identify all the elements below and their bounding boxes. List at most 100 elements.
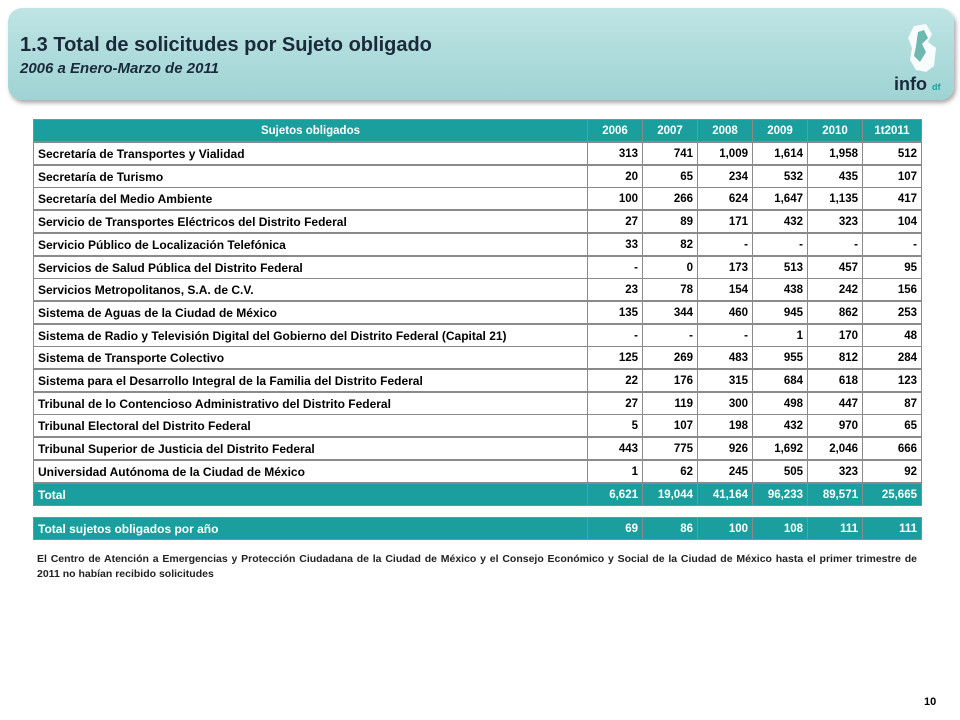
table-cell: 483 — [697, 346, 753, 370]
table-cell: 78 — [642, 278, 698, 302]
table-cell: 48 — [862, 323, 922, 347]
table-cell: 176 — [642, 369, 698, 392]
table-cell: 432 — [752, 414, 808, 438]
table-cell: 1,647 — [752, 187, 808, 211]
table-cell: 862 — [807, 300, 863, 324]
table-cell: 432 — [752, 210, 808, 234]
table-cell: Universidad Autónoma de la Ciudad de Méx… — [33, 459, 588, 483]
table-cell: 323 — [807, 459, 863, 483]
table-cell: - — [697, 232, 753, 256]
table-cell: 684 — [752, 369, 808, 392]
table-cell: 457 — [807, 255, 863, 279]
table-cell: 284 — [862, 346, 922, 370]
table-cell: 435 — [807, 164, 863, 188]
table-cell: 498 — [752, 391, 808, 415]
table-cell: 65 — [642, 164, 698, 188]
header: 1.3 Total de solicitudes por Sujeto obli… — [8, 8, 954, 100]
table-cell: 970 — [807, 414, 863, 438]
table-cell: Sistema para el Desarrollo Integral de l… — [33, 369, 588, 392]
total-cell: 25,665 — [862, 482, 922, 506]
table-cell: 23 — [587, 278, 643, 302]
table-cell: 253 — [862, 300, 922, 324]
per-year-cell: Total sujetos obligados por año — [33, 516, 588, 540]
table-cell: - — [862, 232, 922, 256]
table-cell: 82 — [642, 232, 698, 256]
table-cell: Sistema de Aguas de la Ciudad de México — [33, 300, 588, 324]
table-cell: 234 — [697, 164, 753, 188]
table-cell: 245 — [697, 459, 753, 483]
table-cell: Secretaría de Turismo — [33, 164, 588, 188]
per-year-cell: 100 — [697, 516, 753, 540]
table-cell: 1,009 — [697, 142, 753, 165]
table-cell: 513 — [752, 255, 808, 279]
table-cell: 512 — [862, 142, 922, 165]
table-cell: 438 — [752, 278, 808, 302]
table-cell: 156 — [862, 278, 922, 302]
column-header: 2007 — [642, 119, 698, 142]
table-cell: 344 — [642, 300, 698, 324]
table-cell: 447 — [807, 391, 863, 415]
table-cell: Servicios de Salud Pública del Distrito … — [33, 255, 588, 279]
table-cell: 27 — [587, 210, 643, 234]
table-cell: 315 — [697, 369, 753, 392]
total-cell: 41,164 — [697, 482, 753, 506]
table-cell: 100 — [587, 187, 643, 211]
table-cell: 926 — [697, 437, 753, 461]
table-cell: 198 — [697, 414, 753, 438]
table-cell: 170 — [807, 323, 863, 347]
table-cell: 460 — [697, 300, 753, 324]
table-cell: - — [587, 255, 643, 279]
table-cell: 313 — [587, 142, 643, 165]
table-cell: 20 — [587, 164, 643, 188]
table-cell: 33 — [587, 232, 643, 256]
table-cell: 505 — [752, 459, 808, 483]
total-cell: Total — [33, 482, 588, 506]
table-cell: 87 — [862, 391, 922, 415]
table-cell: 2,046 — [807, 437, 863, 461]
column-header: 2006 — [587, 119, 643, 142]
table-cell: 65 — [862, 414, 922, 438]
table-cell: 89 — [642, 210, 698, 234]
table-cell: 104 — [862, 210, 922, 234]
table-cell: 323 — [807, 210, 863, 234]
per-year-cell: 111 — [862, 516, 922, 540]
table-cell: 666 — [862, 437, 922, 461]
table-cell: 62 — [642, 459, 698, 483]
table-cell: 119 — [642, 391, 698, 415]
table-cell: - — [752, 232, 808, 256]
logo-suffix: df — [932, 82, 941, 92]
table-cell: 417 — [862, 187, 922, 211]
table-cell: 1,614 — [752, 142, 808, 165]
table-cell: 135 — [587, 300, 643, 324]
per-year-cell: 111 — [807, 516, 863, 540]
table-cell: 945 — [752, 300, 808, 324]
table-cell: Sistema de Transporte Colectivo — [33, 346, 588, 370]
column-header: 2009 — [752, 119, 808, 142]
table-cell: 242 — [807, 278, 863, 302]
subtitle: 2006 a Enero-Marzo de 2011 — [20, 60, 219, 77]
table-cell: 1,958 — [807, 142, 863, 165]
table-cell: Sistema de Radio y Televisión Digital de… — [33, 323, 588, 347]
table-cell: 171 — [697, 210, 753, 234]
table-cell: 955 — [752, 346, 808, 370]
title: 1.3 Total de solicitudes por Sujeto obli… — [20, 34, 432, 56]
table-cell: 266 — [642, 187, 698, 211]
table-cell: 1 — [587, 459, 643, 483]
table-cell: Tribunal Electoral del Distrito Federal — [33, 414, 588, 438]
column-header: 1t2011 — [862, 119, 922, 142]
table-cell: - — [642, 323, 698, 347]
table-cell: 0 — [642, 255, 698, 279]
column-header: 2008 — [697, 119, 753, 142]
table-cell: Servicio de Transportes Eléctricos del D… — [33, 210, 588, 234]
logo: info df — [894, 24, 941, 94]
per-year-cell: 108 — [752, 516, 808, 540]
table-cell: 618 — [807, 369, 863, 392]
table-cell: 5 — [587, 414, 643, 438]
table-cell: 107 — [862, 164, 922, 188]
page-number: 10 — [924, 696, 937, 708]
table-cell: 532 — [752, 164, 808, 188]
table-cell: 173 — [697, 255, 753, 279]
table-cell: 443 — [587, 437, 643, 461]
table-cell: 1 — [752, 323, 808, 347]
